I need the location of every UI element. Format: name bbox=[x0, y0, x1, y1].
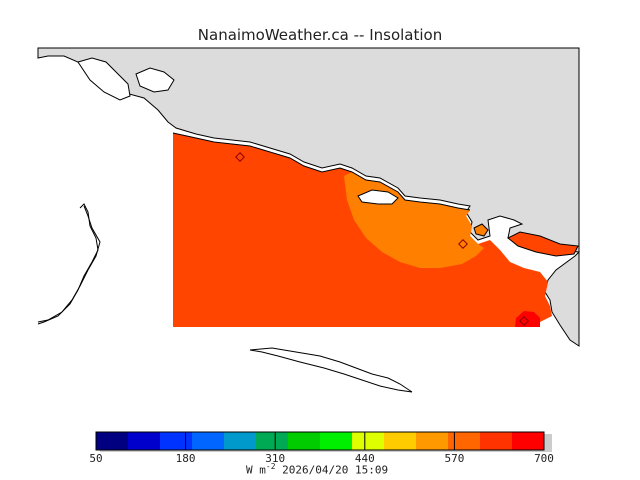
colorbar-swatch bbox=[448, 432, 480, 450]
station-marker-1 bbox=[235, 152, 245, 162]
colorbar-swatch bbox=[384, 432, 416, 450]
colorbar-tick-label: 180 bbox=[176, 452, 196, 465]
colorbar-swatch bbox=[128, 432, 160, 450]
colorbar-tick-label: 440 bbox=[355, 452, 375, 465]
colorbar-swatch bbox=[224, 432, 256, 450]
island-south bbox=[249, 347, 413, 393]
colorbar-swatch bbox=[480, 432, 512, 450]
colorbar-swatch bbox=[160, 432, 192, 450]
colorbar-swatch bbox=[288, 432, 320, 450]
unit-exponent: -2 bbox=[265, 462, 276, 471]
colorbar-swatch bbox=[416, 432, 448, 450]
colorbar-tick-label: 570 bbox=[444, 452, 464, 465]
colorbar-swatch bbox=[320, 432, 352, 450]
island-upper-left bbox=[77, 57, 131, 101]
island-texada bbox=[357, 189, 399, 205]
colorbar-tick-label: 50 bbox=[89, 452, 102, 465]
coastline bbox=[172, 132, 471, 211]
island-small bbox=[473, 223, 489, 237]
mainland-landmass bbox=[37, 47, 581, 347]
colorbar-swatch bbox=[512, 432, 544, 450]
station-marker-2 bbox=[458, 239, 468, 249]
timestamp: 2026/04/20 15:09 bbox=[282, 463, 389, 477]
colorbar-swatch bbox=[256, 432, 288, 450]
units-and-timestamp: W m-2 2026/04/20 15:09 bbox=[246, 462, 388, 477]
colorbar-swatch bbox=[96, 432, 128, 450]
island-east bbox=[507, 231, 579, 257]
colorbar-swatch bbox=[192, 432, 224, 450]
unit-label: W m bbox=[246, 463, 266, 477]
station-marker-3 bbox=[519, 316, 529, 326]
colorbar-tick-label: 310 bbox=[265, 452, 285, 465]
colorbar-swatch bbox=[352, 432, 384, 450]
island-upper bbox=[135, 67, 175, 93]
west-coastline-2 bbox=[37, 205, 101, 323]
colorbar-tick-label: 700 bbox=[534, 452, 554, 465]
chart-title: NanaimoWeather.ca -- Insolation bbox=[197, 26, 443, 44]
